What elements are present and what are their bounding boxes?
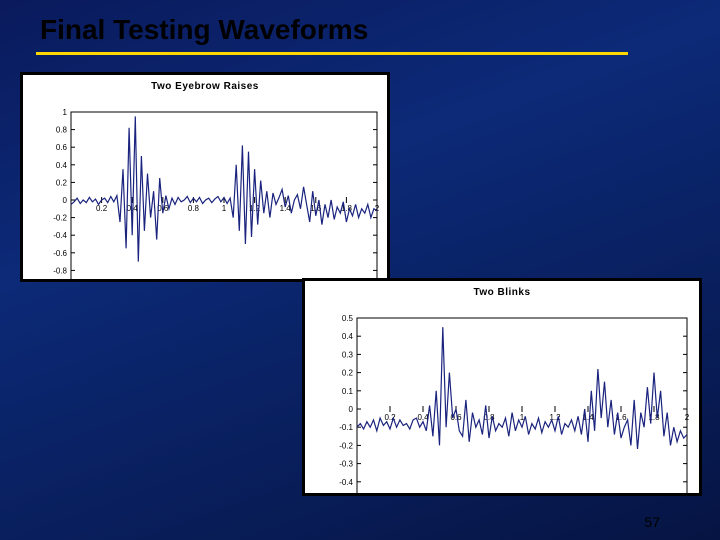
title-underline	[36, 52, 628, 55]
svg-text:1: 1	[63, 108, 68, 117]
svg-text:-0.6: -0.6	[53, 249, 67, 258]
title-block: Final Testing Waveforms	[32, 14, 688, 55]
svg-text:0.4: 0.4	[342, 332, 354, 341]
chart-two-blinks: Two Blinks 0.20.40.60.811.21.41.61.82-0.…	[302, 278, 702, 496]
svg-text:-0.4: -0.4	[339, 478, 353, 487]
svg-text:-0.2: -0.2	[339, 441, 353, 450]
svg-text:-0.2: -0.2	[53, 214, 67, 223]
svg-text:0.3: 0.3	[342, 350, 354, 359]
svg-text:0.2: 0.2	[342, 369, 354, 378]
chart2-plot: 0.20.40.60.811.21.41.61.82-0.5-0.4-0.3-0…	[305, 300, 699, 494]
svg-text:2: 2	[685, 413, 690, 422]
svg-text:0.2: 0.2	[56, 178, 68, 187]
svg-text:-0.1: -0.1	[339, 423, 353, 432]
svg-text:-0.8: -0.8	[53, 266, 67, 275]
svg-text:-0.4: -0.4	[53, 231, 67, 240]
svg-text:0.8: 0.8	[56, 126, 68, 135]
chart-eyebrow-raises: Two Eyebrow Raises 0.20.40.60.811.21.41.…	[20, 72, 390, 282]
svg-text:0: 0	[349, 405, 354, 414]
chart2-title: Two Blinks	[305, 287, 699, 298]
svg-text:0.8: 0.8	[188, 204, 200, 213]
svg-text:1: 1	[222, 204, 227, 213]
page-number: 57	[644, 514, 660, 530]
svg-text:0.4: 0.4	[56, 161, 68, 170]
svg-text:0: 0	[63, 196, 68, 205]
svg-text:0.5: 0.5	[342, 314, 354, 323]
chart1-title: Two Eyebrow Raises	[23, 81, 387, 92]
svg-text:0.2: 0.2	[96, 204, 108, 213]
svg-text:-0.3: -0.3	[339, 460, 353, 469]
svg-text:2: 2	[375, 204, 380, 213]
svg-text:0.1: 0.1	[342, 387, 354, 396]
svg-text:0.6: 0.6	[56, 143, 68, 152]
slide-title: Final Testing Waveforms	[32, 14, 688, 52]
chart1-plot: 0.20.40.60.811.21.41.61.82-1-0.8-0.6-0.4…	[23, 94, 387, 280]
